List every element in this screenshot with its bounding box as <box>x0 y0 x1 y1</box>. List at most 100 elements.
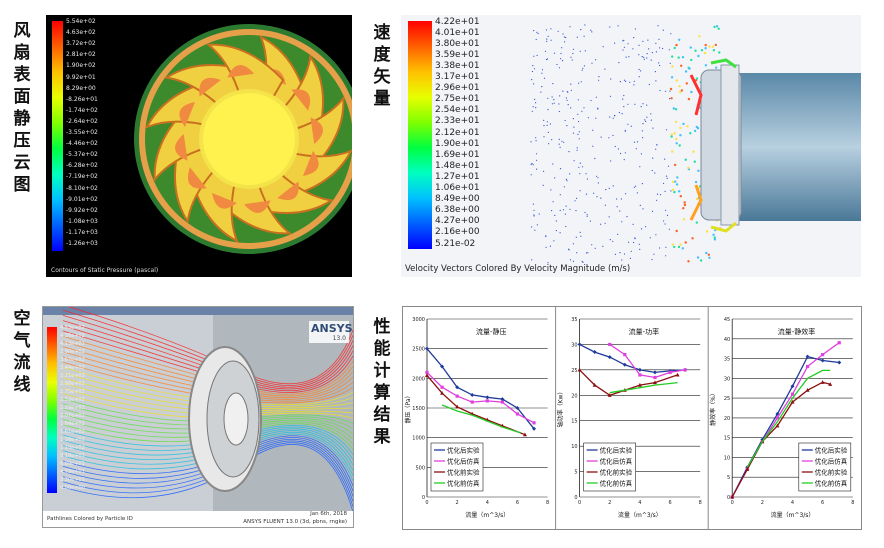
legend-value: -7.19e+02 <box>66 173 98 181</box>
velocity-vector <box>659 194 662 196</box>
velocity-vector <box>625 80 627 82</box>
data-point <box>837 360 842 365</box>
velocity-vector <box>658 62 660 64</box>
legend-entry: 优化后仿真 <box>815 457 848 466</box>
velocity-vector <box>629 257 631 259</box>
velocity-vector <box>717 27 720 30</box>
velocity-vector <box>694 49 697 52</box>
velocity-vector <box>630 125 632 127</box>
velocity-vector <box>646 104 648 106</box>
velocity-vector <box>578 131 580 133</box>
velocity-vector <box>617 233 619 235</box>
velocity-vector <box>537 32 539 35</box>
y-tick-label: 35 <box>571 317 577 323</box>
velocity-vector <box>552 163 554 165</box>
legend-value: 2.30e+01 <box>60 476 85 483</box>
velocity-vector <box>620 152 622 155</box>
legend-value: 2.75e+01 <box>435 94 480 105</box>
velocity-vector <box>608 137 610 139</box>
legend-value: 4.63e+02 <box>66 29 96 37</box>
velocity-vector <box>665 255 667 257</box>
legend-value: 1.61e+02 <box>60 428 85 435</box>
velocity-vector <box>624 152 626 154</box>
data-point <box>652 370 657 375</box>
legend-value: 4.27e+00 <box>435 216 480 227</box>
velocity-vector <box>708 256 711 259</box>
velocity-vector <box>533 68 536 70</box>
velocity-vector <box>612 185 614 187</box>
velocity-vector <box>623 159 625 161</box>
velocity-vector <box>671 65 674 68</box>
series-line <box>746 369 831 468</box>
legend-entry: 优化后实验 <box>600 446 633 455</box>
velocity-vector <box>617 25 619 27</box>
y-tick-label: 35 <box>724 357 730 363</box>
velocity-vector <box>586 215 588 217</box>
velocity-vector <box>590 99 592 102</box>
velocity-vector <box>646 57 648 59</box>
velocity-vector <box>609 239 611 241</box>
velocity-vector <box>531 163 533 165</box>
legend-value: 4.36e+02 <box>60 332 85 339</box>
legend-value: 3.90e+02 <box>60 348 85 355</box>
velocity-vector <box>671 55 674 58</box>
velocity-vector <box>579 190 581 192</box>
velocity-vector <box>628 241 630 243</box>
y-tick-label: 2500 <box>412 347 425 353</box>
velocity-vector <box>572 132 575 134</box>
velocity-vector <box>612 134 614 137</box>
velocity-vector <box>572 260 574 262</box>
velocity-vector <box>602 46 604 48</box>
velocity-vector <box>680 89 684 92</box>
velocity-vector <box>621 259 623 261</box>
velocity-vector <box>535 107 537 109</box>
velocity-vector <box>563 186 565 188</box>
velocity-vector <box>656 199 658 201</box>
velocity-vector <box>627 103 629 105</box>
pressure-colorbar <box>52 21 63 251</box>
velocity-vector <box>621 113 623 115</box>
velocity-vector <box>531 70 533 73</box>
legend-value: -5.37e+02 <box>66 151 98 159</box>
velocity-vector <box>618 111 620 114</box>
velocity-vector <box>566 91 568 93</box>
velocity-vector <box>596 196 598 198</box>
velocity-vector <box>572 118 574 120</box>
velocity-vector <box>713 236 716 239</box>
velocity-vector <box>579 173 581 175</box>
ansys-logo: ANSYS 13.0 <box>309 321 353 343</box>
velocity-vector <box>533 215 535 217</box>
velocity-vector <box>682 122 685 126</box>
y-tick-label: 5 <box>727 475 730 481</box>
velocity-vector <box>642 137 644 139</box>
legend-value: 3.59e+01 <box>435 49 480 60</box>
velocity-vector <box>589 220 591 222</box>
velocity-vector <box>546 58 549 60</box>
velocity-vector <box>623 39 625 41</box>
velocity-vector <box>580 29 582 31</box>
legend-value: 1.90e+02 <box>66 62 96 70</box>
velocity-vector <box>689 46 692 49</box>
velocity-vector <box>655 148 657 150</box>
data-point <box>425 370 429 374</box>
velocity-vector <box>560 58 562 60</box>
legend-value: -1.17e+03 <box>66 228 98 236</box>
velocity-vector <box>647 39 649 41</box>
velocity-vector <box>568 151 570 153</box>
velocity-vector <box>645 120 647 122</box>
velocity-vector <box>697 169 700 172</box>
velocity-vector <box>650 119 652 121</box>
data-point <box>522 432 527 437</box>
data-point <box>730 494 735 499</box>
velocity-vector <box>584 24 586 26</box>
data-point <box>623 353 627 357</box>
data-point <box>577 367 582 372</box>
data-point <box>607 355 612 360</box>
velocity-vector <box>545 246 547 248</box>
data-point <box>470 400 474 404</box>
velocity-vector <box>698 35 701 38</box>
velocity-vector <box>638 68 640 71</box>
velocity-vector <box>707 253 710 256</box>
velocity-vector <box>664 190 666 192</box>
